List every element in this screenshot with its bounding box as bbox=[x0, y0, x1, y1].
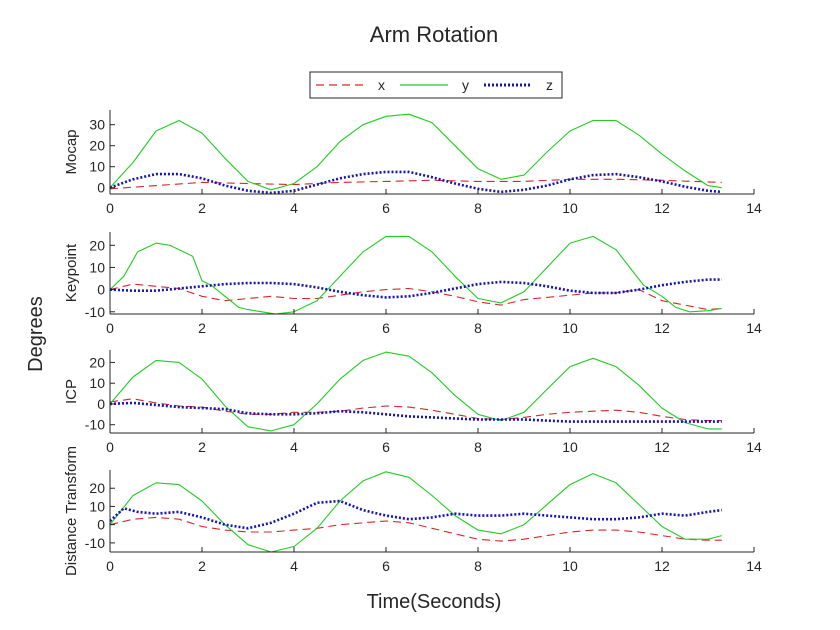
x-tick-label: 14 bbox=[746, 439, 762, 455]
y-axis-label: Degrees bbox=[25, 296, 47, 372]
x-tick-label: 4 bbox=[290, 200, 298, 216]
series-x-line bbox=[110, 398, 722, 422]
y-tick-label: 20 bbox=[89, 480, 105, 496]
y-tick-label: 10 bbox=[89, 259, 105, 275]
y-tick-label: -10 bbox=[85, 535, 105, 551]
series-group bbox=[110, 351, 722, 432]
subplot-ylabel: Mocap bbox=[63, 129, 80, 174]
x-tick-label: 0 bbox=[106, 320, 114, 336]
x-tick-label: 4 bbox=[290, 439, 298, 455]
x-tick-label: 14 bbox=[746, 200, 762, 216]
x-axis-label: Time(Seconds) bbox=[367, 591, 502, 613]
x-tick-label: 14 bbox=[746, 320, 762, 336]
series-group bbox=[110, 471, 722, 552]
subplot-ylabel: ICP bbox=[63, 379, 80, 404]
series-x-line bbox=[110, 283, 722, 311]
legend-label-y: y bbox=[462, 77, 469, 93]
x-tick-label: 4 bbox=[290, 558, 298, 574]
x-tick-label: 10 bbox=[562, 200, 578, 216]
y-tick-label: 30 bbox=[89, 117, 105, 133]
series-y-line bbox=[110, 351, 722, 432]
x-tick-label: 0 bbox=[106, 439, 114, 455]
x-tick-label: 10 bbox=[562, 320, 578, 336]
y-tick-label: 20 bbox=[89, 354, 105, 370]
x-tick-label: 10 bbox=[562, 439, 578, 455]
x-tick-label: 8 bbox=[474, 200, 482, 216]
y-tick-label: 0 bbox=[97, 396, 105, 412]
y-tick-label: 10 bbox=[89, 498, 105, 514]
x-tick-label: 6 bbox=[382, 320, 390, 336]
x-tick-label: 10 bbox=[562, 558, 578, 574]
legend: x y z bbox=[309, 71, 563, 99]
x-tick-label: 12 bbox=[654, 439, 670, 455]
subplot-1: 0 2 4 6 8 10 12 14 0 10 20 30 Mocap bbox=[63, 110, 762, 216]
x-tick-label: 4 bbox=[290, 320, 298, 336]
x-tick-label: 2 bbox=[198, 439, 206, 455]
x-tick-label: 2 bbox=[198, 200, 206, 216]
subplot-ylabel: Distance Transform bbox=[63, 446, 80, 576]
x-tick-label: 6 bbox=[382, 439, 390, 455]
series-group bbox=[110, 235, 722, 314]
x-tick-label: 14 bbox=[746, 558, 762, 574]
x-tick-label: 8 bbox=[474, 320, 482, 336]
y-tick-label: 0 bbox=[97, 282, 105, 298]
series-x-line bbox=[110, 178, 722, 190]
x-tick-label: 0 bbox=[106, 200, 114, 216]
series-z-line bbox=[110, 401, 722, 423]
y-tick-label: -10 bbox=[85, 417, 105, 433]
y-tick-label: -10 bbox=[85, 304, 105, 320]
x-tick-label: 2 bbox=[198, 558, 206, 574]
x-tick-label: 12 bbox=[654, 558, 670, 574]
legend-label-z: z bbox=[546, 77, 553, 93]
series-y-line bbox=[110, 235, 722, 314]
y-tick-label: 0 bbox=[97, 180, 105, 196]
y-tick-label: 10 bbox=[89, 375, 105, 391]
legend-label-x: x bbox=[378, 77, 385, 93]
series-group bbox=[110, 113, 722, 194]
x-tick-label: 12 bbox=[654, 200, 670, 216]
y-tick-label: 10 bbox=[89, 159, 105, 175]
x-tick-label: 8 bbox=[474, 439, 482, 455]
x-tick-label: 2 bbox=[198, 320, 206, 336]
series-y-line bbox=[110, 471, 722, 552]
subplot-ylabel: Keypoint bbox=[63, 243, 80, 302]
series-z-line bbox=[110, 170, 722, 194]
x-tick-label: 6 bbox=[382, 558, 390, 574]
series-z-line bbox=[110, 499, 722, 530]
x-tick-label: 8 bbox=[474, 558, 482, 574]
y-tick-label: 20 bbox=[89, 237, 105, 253]
y-tick-label: 20 bbox=[89, 138, 105, 154]
series-z-line bbox=[110, 278, 722, 299]
series-y-line bbox=[110, 113, 722, 191]
chart-title: Arm Rotation bbox=[370, 22, 498, 47]
x-tick-label: 12 bbox=[654, 320, 670, 336]
y-tick-label: 0 bbox=[97, 517, 105, 533]
series-x-line bbox=[110, 516, 722, 542]
x-tick-label: 6 bbox=[382, 200, 390, 216]
x-tick-label: 0 bbox=[106, 558, 114, 574]
